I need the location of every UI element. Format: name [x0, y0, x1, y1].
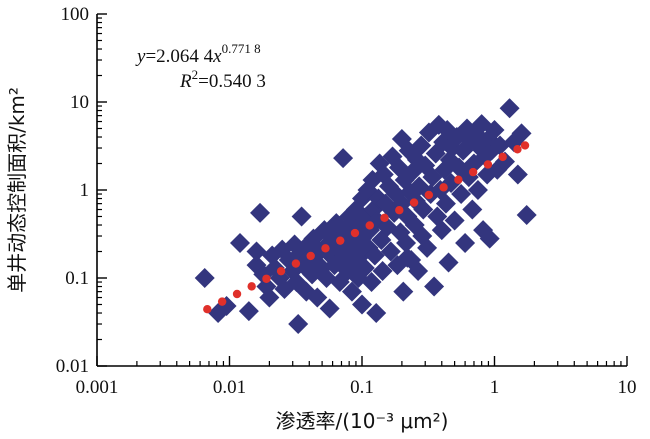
data-point-diamond	[411, 135, 432, 156]
fit-point	[395, 206, 404, 215]
fit-point	[513, 145, 522, 154]
data-point-diamond	[424, 276, 445, 297]
fit-point	[468, 167, 478, 177]
x-tick-label: 0.001	[76, 377, 119, 398]
data-point-diamond	[291, 206, 312, 227]
data-point-diamond	[511, 123, 532, 144]
data-point-diamond	[341, 281, 362, 302]
data-point-diamond	[307, 287, 328, 308]
data-point-diamond	[451, 184, 472, 205]
fit-point	[483, 160, 493, 169]
data-point-diamond	[361, 272, 382, 293]
data-point-diamond	[194, 268, 215, 288]
y-ticks: 0.01 0.1 1 10 100	[56, 4, 107, 377]
x-tick-label: 10	[618, 377, 637, 398]
data-point-diamond	[397, 247, 418, 268]
data-point-diamond	[372, 261, 393, 282]
y-axis-title: 单井动态控制面积/km²	[5, 87, 29, 293]
fit-point	[336, 236, 345, 245]
data-point-diamond	[259, 287, 280, 308]
equation-line-2: R2=0.540 3	[179, 67, 266, 92]
data-points	[194, 98, 537, 335]
data-point-diamond	[246, 241, 267, 262]
data-point-diamond	[380, 241, 401, 262]
fit-point	[520, 141, 530, 150]
eq-coefficient: =2.064 4	[145, 46, 213, 67]
y-tick-label: 100	[61, 4, 90, 25]
equation-line-1: y=2.064 4x0.771 8	[135, 41, 261, 67]
data-point-diamond	[396, 232, 417, 253]
fit-point	[409, 198, 419, 207]
data-point-diamond	[467, 180, 488, 200]
eq-exponent: 0.771 8	[222, 41, 261, 56]
fit-point	[424, 190, 434, 200]
data-point-diamond	[352, 294, 372, 315]
data-point-diamond	[364, 245, 385, 266]
data-point-diamond	[333, 148, 354, 169]
eq-y-var: y	[135, 46, 146, 67]
data-point-diamond	[418, 122, 439, 143]
y-tick-label: 1	[80, 180, 90, 201]
fit-point	[276, 266, 286, 276]
data-point-diamond	[499, 98, 520, 119]
data-point-diamond	[238, 301, 259, 322]
data-point-diamond	[462, 199, 483, 220]
data-point-diamond	[319, 298, 340, 319]
data-point-diamond	[484, 120, 505, 141]
x-ticks: 0.001 0.01 0.1 1 10	[76, 356, 637, 398]
data-point-diamond	[435, 193, 456, 214]
data-point-diamond	[507, 164, 528, 185]
eq-r-var: R	[179, 71, 192, 92]
fit-point	[365, 221, 374, 230]
eq-r-value: =0.540 3	[198, 71, 266, 92]
fit-points	[203, 141, 530, 314]
y-tick-label: 10	[70, 92, 89, 113]
data-point-diamond	[417, 237, 438, 258]
eq-r-exponent: 2	[192, 67, 199, 82]
y-tick-label: 0.1	[65, 268, 89, 289]
y-tick-label: 0.01	[56, 356, 89, 377]
data-point-diamond	[354, 257, 375, 278]
fit-point	[232, 289, 242, 299]
data-point-diamond	[438, 252, 459, 273]
data-point-diamond	[250, 202, 271, 223]
fit-point	[321, 244, 330, 253]
data-point-diamond	[489, 135, 510, 156]
data-point-diamond	[393, 281, 414, 302]
fit-point	[454, 175, 463, 184]
data-point-diamond	[455, 232, 476, 253]
data-point-diamond	[431, 220, 452, 241]
data-point-diamond	[413, 199, 434, 220]
x-axis-title: 渗透率/(10⁻³ μm²)	[276, 409, 449, 433]
data-point-diamond	[479, 228, 500, 249]
fit-point	[203, 305, 212, 314]
data-point-diamond	[229, 232, 250, 253]
data-point-diamond	[366, 303, 387, 324]
fit-point	[498, 152, 507, 162]
fit-point	[350, 228, 360, 238]
eq-x-var: x	[212, 46, 222, 67]
x-tick-label: 0.01	[213, 377, 246, 398]
data-point-diamond	[288, 314, 309, 335]
fit-point	[247, 282, 256, 291]
data-point-diamond	[408, 261, 429, 282]
fit-point	[380, 213, 389, 223]
fit-point	[262, 274, 271, 283]
data-point-diamond	[516, 204, 537, 225]
x-tick-label: 0.1	[350, 377, 374, 398]
fit-point	[291, 259, 301, 268]
data-point-diamond	[444, 210, 465, 231]
fit-point	[306, 251, 315, 261]
fit-point	[439, 183, 448, 192]
x-tick-label: 1	[490, 377, 500, 398]
fit-point	[217, 297, 227, 306]
